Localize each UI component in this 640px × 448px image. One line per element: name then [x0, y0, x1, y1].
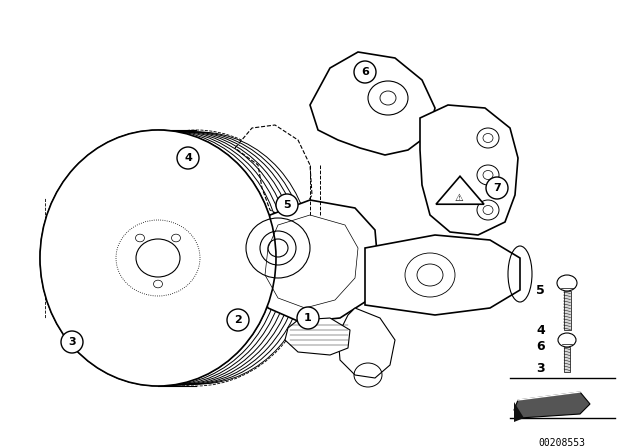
- Polygon shape: [285, 318, 350, 355]
- Text: 6: 6: [361, 67, 369, 77]
- Text: 2: 2: [234, 315, 242, 325]
- Circle shape: [227, 309, 249, 331]
- Polygon shape: [365, 235, 520, 315]
- Text: 4: 4: [536, 323, 545, 336]
- FancyBboxPatch shape: [564, 347, 570, 372]
- Polygon shape: [310, 52, 435, 155]
- Circle shape: [276, 194, 298, 216]
- FancyBboxPatch shape: [563, 291, 570, 330]
- Text: 3: 3: [68, 337, 76, 347]
- Text: 1: 1: [304, 313, 312, 323]
- Ellipse shape: [557, 275, 577, 291]
- Polygon shape: [338, 308, 395, 378]
- Polygon shape: [436, 176, 484, 204]
- Text: 6: 6: [536, 340, 545, 353]
- Circle shape: [486, 177, 508, 199]
- Polygon shape: [420, 105, 518, 235]
- Polygon shape: [255, 200, 378, 322]
- Ellipse shape: [40, 130, 276, 386]
- Text: 3: 3: [536, 362, 545, 375]
- Ellipse shape: [558, 333, 576, 347]
- Text: 5: 5: [536, 284, 545, 297]
- Text: ⚠: ⚠: [454, 193, 463, 203]
- Circle shape: [61, 331, 83, 353]
- Polygon shape: [235, 125, 312, 218]
- Text: 5: 5: [283, 200, 291, 210]
- Circle shape: [354, 61, 376, 83]
- Text: 00208553: 00208553: [538, 438, 586, 448]
- Circle shape: [297, 307, 319, 329]
- Text: 7: 7: [493, 183, 501, 193]
- Text: 4: 4: [184, 153, 192, 163]
- Polygon shape: [514, 392, 590, 418]
- Circle shape: [177, 147, 199, 169]
- Polygon shape: [514, 402, 524, 422]
